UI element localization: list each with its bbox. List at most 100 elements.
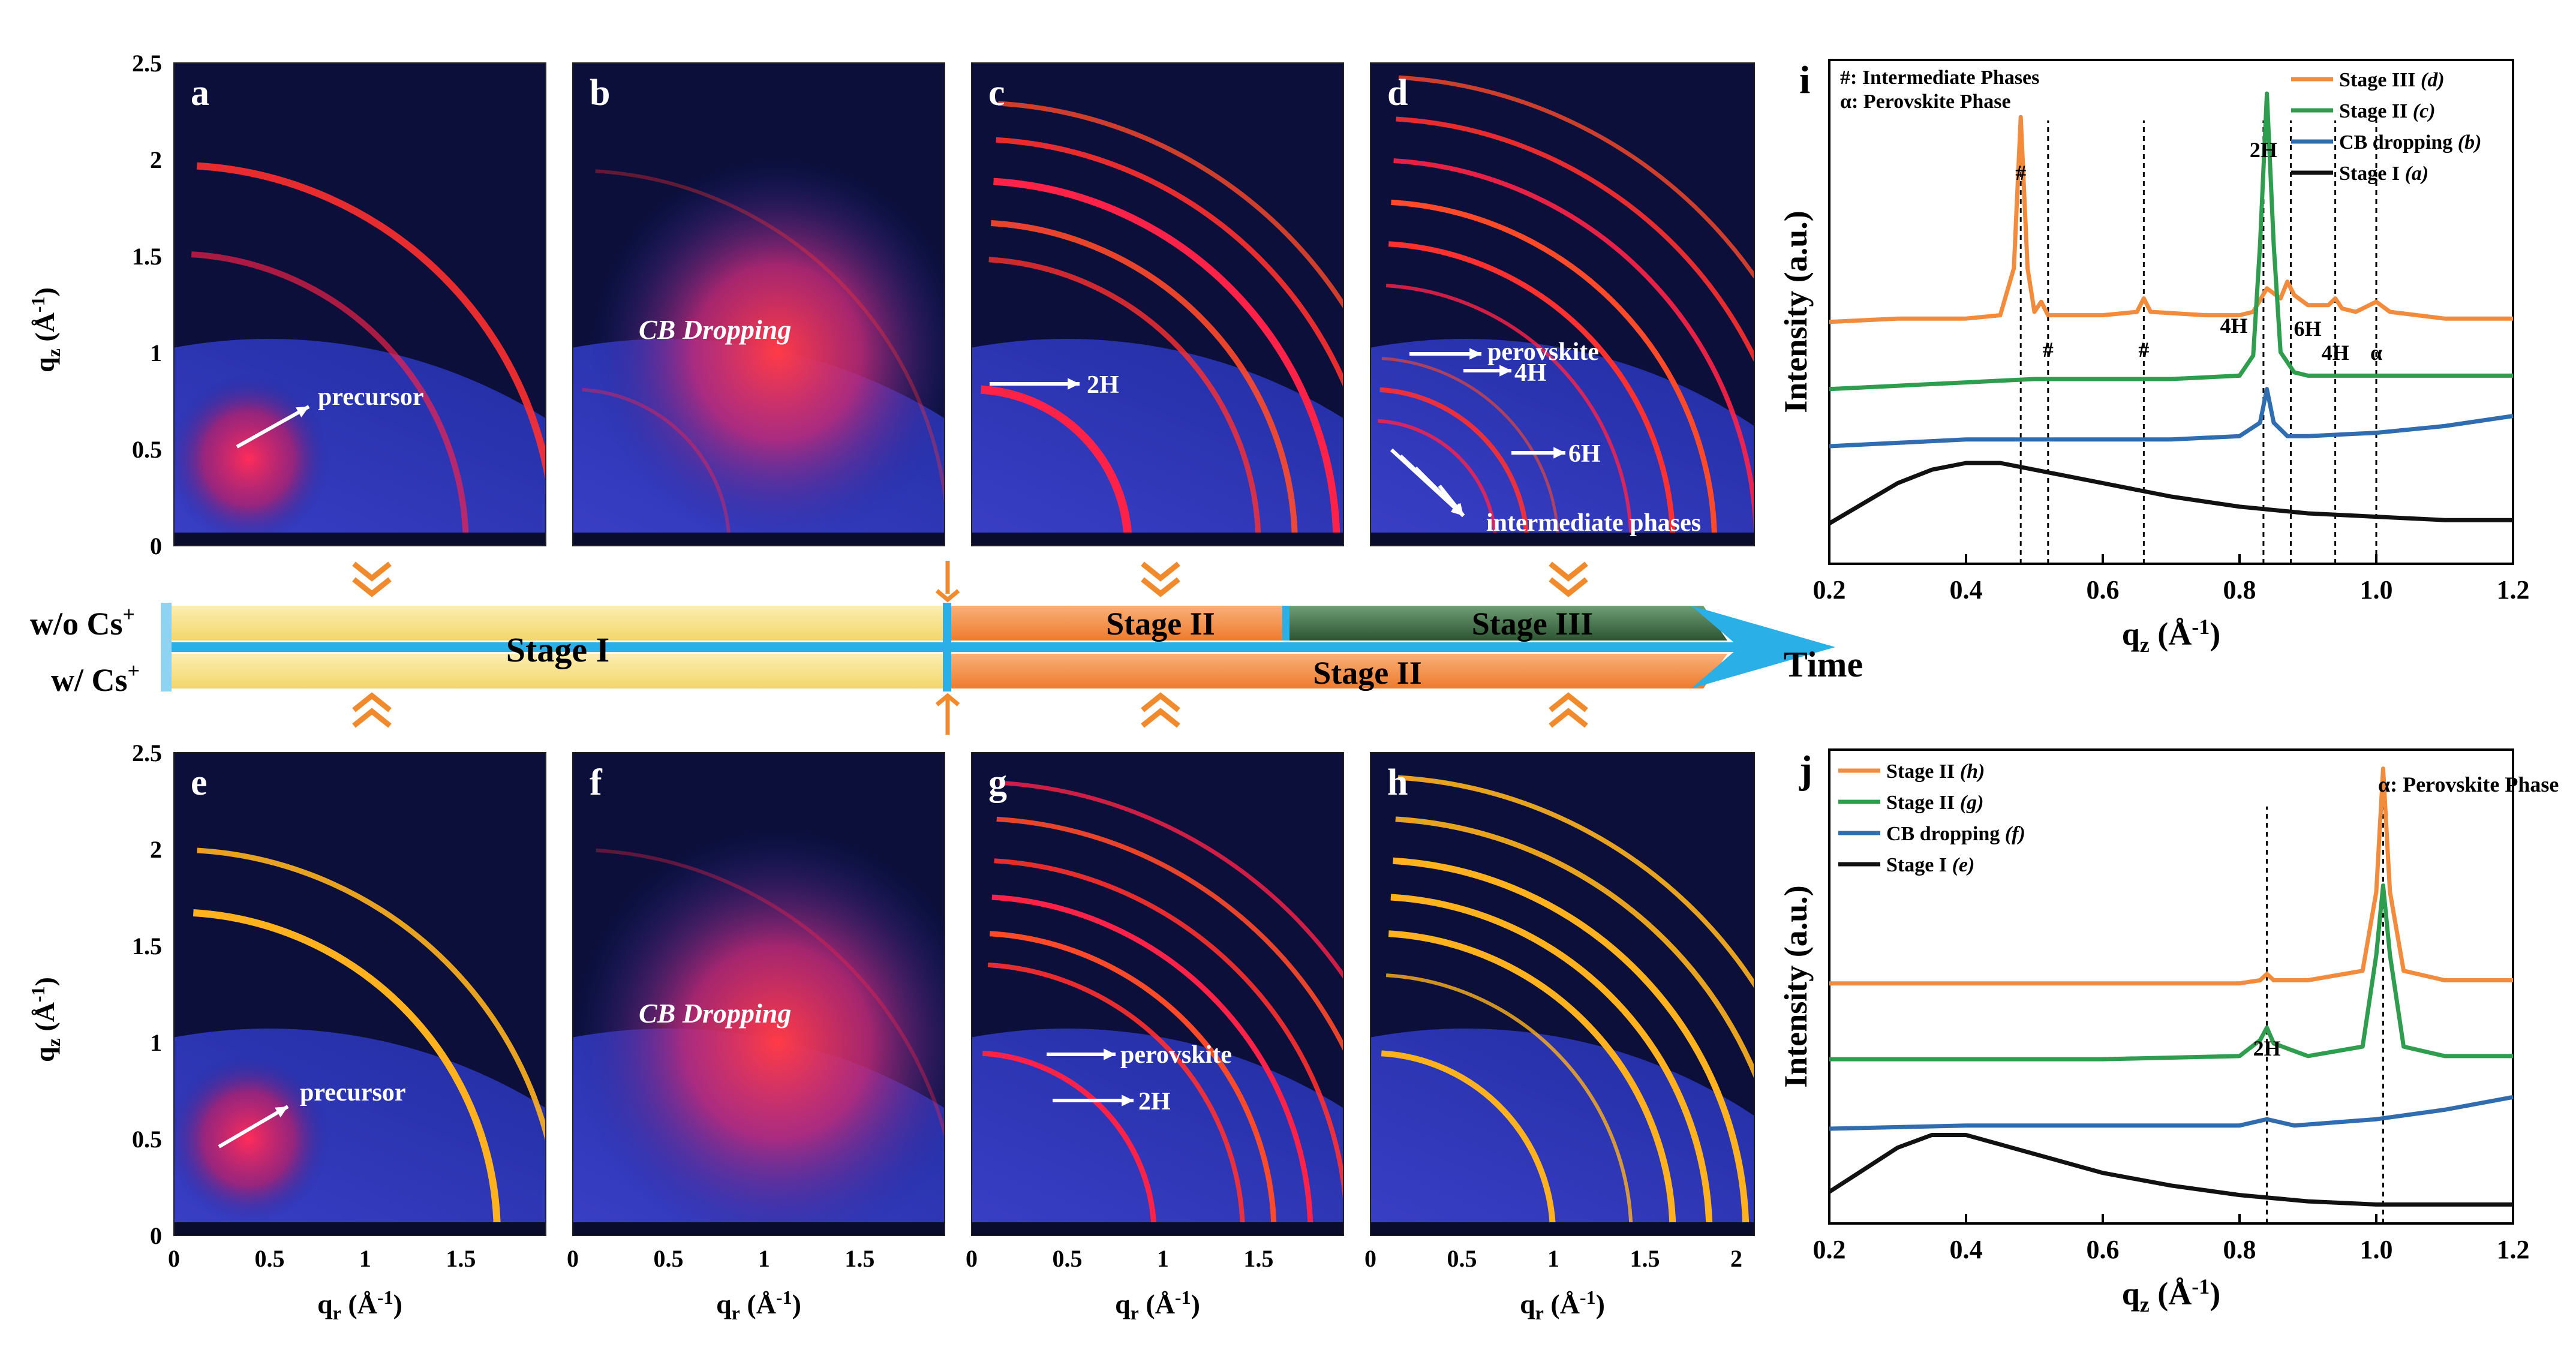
stage1-bar-top: [171, 606, 945, 641]
wo-cs-label: w/o Cs+: [30, 602, 135, 642]
time-arrow-head: [1691, 606, 1835, 688]
note-intermediate: #: Intermediate Phases: [1840, 67, 2039, 89]
peak-label: α: [2370, 341, 2382, 365]
y-tick-label: 0: [150, 533, 162, 560]
annotation-arrowhead: [275, 1107, 288, 1118]
x-tick-label: 0.6: [2087, 1235, 2120, 1264]
panel-letter: g: [988, 762, 1007, 803]
x-tick-label: 1: [1157, 1245, 1169, 1272]
time-start-marker: [161, 603, 172, 691]
y-tick-label: 1.5: [132, 243, 162, 270]
legend-label: Stage III (d): [2339, 69, 2445, 91]
x-tick-label: 0.5: [653, 1245, 683, 1272]
double-chevron: [352, 692, 392, 712]
time-arrow-shaft: [162, 642, 1781, 652]
x-tick-label: 1.0: [2360, 575, 2393, 605]
w-cs-label: w/ Cs+: [51, 659, 140, 698]
beam-stop: [174, 1222, 546, 1235]
diffraction-ring: [1390, 894, 1713, 1235]
series-line-stage-i: [1828, 461, 2513, 525]
gisaxs-ticks: 0 0.5 1 1.5 2 2.5 0 0.5 1 1.5 2 2.5 0 0.5 1 1.5 qr (Å-1)…: [132, 50, 1742, 1324]
panel-frame: [173, 752, 546, 1236]
double-chevron: [1549, 692, 1588, 712]
x-axis-label-qr: qr (Å-1): [1520, 1286, 1605, 1324]
diffraction-ring: [996, 816, 1343, 1053]
panel-letter: b: [590, 73, 610, 113]
x-axis-label-qr: qr (Å-1): [1115, 1286, 1200, 1324]
time-label: Time: [1784, 645, 1863, 684]
stage2-top-label: Stage II: [1106, 606, 1215, 642]
diffraction-ring: [197, 847, 546, 1144]
beam-stop: [972, 1222, 1343, 1235]
legend-label: Stage I (a): [2339, 163, 2428, 185]
diffraction-ring: [1396, 116, 1754, 363]
double-chevron: [352, 577, 392, 597]
series-line-stage-ii: [1829, 91, 2513, 392]
annotation-arrow: [236, 405, 310, 449]
gisaxs-axes: qz (Å-1) qz (Å-1): [27, 287, 64, 1062]
x-tick-label: 1.5: [446, 1245, 476, 1272]
note-perovskite: α: Perovskite Phase: [1840, 91, 2011, 113]
beam-stop: [174, 533, 546, 546]
diffraction-ring: [1378, 419, 1498, 546]
double-chevron: [1141, 561, 1180, 582]
x-tick-label: 0: [168, 1245, 180, 1272]
label-6h-d: 6H: [1568, 440, 1601, 468]
diffraction-ring: [981, 385, 1132, 546]
double-chevron: [1141, 692, 1180, 712]
x-tick-label: 0: [966, 1245, 978, 1272]
diffraction-ring: [1398, 75, 1754, 280]
scattering-glow: [573, 829, 945, 1235]
legend-label: CB dropping (b): [2339, 131, 2481, 154]
panel-image: [573, 753, 945, 1235]
diffraction-ring: [1395, 816, 1754, 1080]
y-axis-label: Intensity (a.u.): [1778, 211, 1814, 413]
annotation-arrowhead: [1068, 378, 1080, 390]
diffraction-ring: [191, 251, 469, 546]
series-line-stage-i: [1828, 1133, 2513, 1207]
label-cb-dropping-f: CB Dropping: [639, 998, 791, 1029]
chart-i: 0.2 0.4 0.6 0.8 1.0 1.2 qz (Å-1) Intensity (a.u…: [1778, 58, 2530, 657]
chart-frame: [1828, 748, 2514, 1225]
series-line-stage-ii: [1829, 766, 2513, 986]
legend-label: Stage II (h): [1886, 760, 1985, 783]
panel-frame: [971, 62, 1344, 546]
legend-label: Stage II (g): [1886, 792, 1983, 814]
annotation-arrowhead: [1451, 503, 1463, 516]
gisaxs-panel-g: g: [971, 752, 1344, 1236]
beam-stop: [573, 1222, 945, 1235]
y-tick-label: 2: [150, 836, 162, 863]
x-tick-label: 1: [359, 1245, 371, 1272]
gisaxs-panels: a b c d e f g h precursor CB Dropping 2H perovskite…: [132, 50, 1755, 1324]
x-tick-label: 0: [567, 1245, 579, 1272]
diffraction-ring: [1388, 930, 1676, 1235]
diffraction-ring: [991, 220, 1298, 546]
double-chevron: [1549, 561, 1588, 582]
label-4h-d: 4H: [1514, 359, 1547, 387]
beam-stop: [1370, 1222, 1754, 1235]
y-tick-label: 2.5: [132, 50, 162, 77]
beam-stop: [1370, 533, 1754, 546]
peak-label: 6H: [2294, 317, 2321, 341]
diffraction-ring: [994, 858, 1343, 1207]
gisaxs-panel-f: f: [572, 752, 945, 1236]
annotation-arrowhead: [296, 407, 309, 418]
x-axis-label: qz (Å-1): [2122, 1274, 2221, 1316]
diffraction-ring: [993, 178, 1340, 546]
panel-image: [573, 63, 945, 546]
label-precursor-e: precursor: [300, 1079, 406, 1107]
y-tick-label: 2.5: [132, 739, 162, 766]
x-tick-label: 0.4: [1950, 575, 1983, 605]
stage-chevrons: [352, 561, 1588, 735]
diffraction-ring: [595, 169, 945, 510]
diffraction-ring: [1385, 284, 1633, 546]
x-tick-label: 0: [1364, 1245, 1376, 1272]
y-tick-label: 1: [150, 1029, 162, 1056]
x-tick-label: 1.0: [2360, 1235, 2393, 1264]
detector-wedge: [972, 339, 1343, 546]
panel-frame: [173, 62, 546, 546]
y-tick-label: 0.5: [132, 436, 162, 463]
annotation-arrowhead: [1122, 1095, 1134, 1107]
diffraction-ring: [1391, 199, 1718, 546]
